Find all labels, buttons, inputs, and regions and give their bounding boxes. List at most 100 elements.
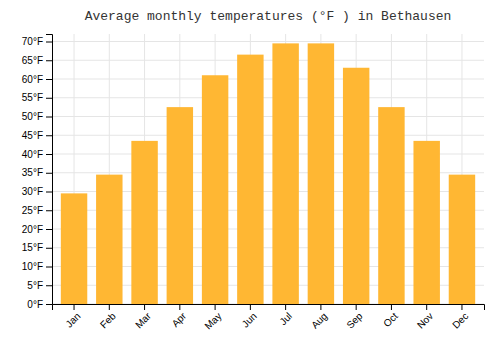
- y-tick-mark: [46, 229, 52, 230]
- x-tick-mark: [461, 304, 462, 310]
- y-tick: 5°F: [27, 280, 52, 291]
- y-tick-label: 60°F: [22, 74, 43, 85]
- x-tick-label: Jul: [277, 310, 294, 327]
- x-tick-mark: [320, 304, 321, 310]
- y-tick-mark: [46, 173, 52, 174]
- x-tick-label: Jun: [240, 310, 259, 329]
- x-tick-label: May: [202, 310, 223, 331]
- x-tick: Jul: [277, 304, 294, 327]
- x-tick-mark: [391, 304, 392, 310]
- x-tick-label: Oct: [381, 310, 400, 329]
- y-tick-mark: [46, 117, 52, 118]
- x-tick-label: Nov: [415, 310, 435, 330]
- bar: [167, 107, 193, 304]
- x-tick: Jun: [240, 304, 259, 330]
- plot: 0°F 5°F 10°F 15°F 20°F 25°F 30°F 35°F 40°F 45°F 50…: [22, 34, 485, 332]
- y-tick-label: 40°F: [22, 149, 43, 160]
- x-tick-mark: [215, 304, 216, 310]
- y-tick-mark: [46, 285, 52, 286]
- y-tick-mark: [46, 135, 52, 136]
- y-tick-mark: [46, 60, 52, 61]
- x-tick-label: Feb: [98, 310, 118, 330]
- y-tick-mark: [46, 42, 52, 43]
- y-grid-line: [52, 41, 484, 42]
- x-tick-mark: [179, 304, 180, 310]
- x-tick: Jan: [63, 304, 82, 330]
- chart: 0°F 5°F 10°F 15°F 20°F 25°F 30°F 35°F 40°F 45°F 50…: [0, 0, 500, 350]
- x-tick-mark: [250, 304, 251, 310]
- y-tick-mark: [46, 192, 52, 193]
- bar: [61, 193, 87, 304]
- bar: [96, 175, 122, 304]
- y-tick-label: 20°F: [22, 224, 43, 235]
- y-grid-line: [52, 135, 484, 136]
- y-tick: 20°F: [22, 224, 52, 235]
- x-tick-mark: [426, 304, 427, 310]
- y-tick-label: 30°F: [22, 186, 43, 197]
- y-tick: 15°F: [22, 242, 52, 253]
- x-tick-mark: [285, 304, 286, 310]
- bar: [202, 75, 228, 304]
- x-tick: Oct: [381, 304, 400, 329]
- x-axis: Jan Feb Mar Apr May Jun Jul Aug Sep Oct Nov Dec: [53, 304, 485, 332]
- x-tick: Mar: [133, 304, 153, 330]
- y-tick-label: 65°F: [22, 55, 43, 66]
- y-tick: 25°F: [22, 205, 52, 216]
- y-tick-mark: [46, 98, 52, 99]
- y-tick-mark: [46, 304, 52, 305]
- bar: [308, 43, 334, 304]
- bar: [131, 141, 157, 304]
- y-tick: 30°F: [22, 186, 52, 197]
- y-tick-label: 25°F: [22, 205, 43, 216]
- y-grid-line: [52, 79, 484, 80]
- y-tick: 60°F: [22, 74, 52, 85]
- y-tick-label: 70°F: [22, 36, 43, 47]
- x-tick-mark: [144, 304, 145, 310]
- x-tick: Sep: [344, 304, 365, 331]
- y-tick: 40°F: [22, 149, 52, 160]
- bar: [413, 141, 439, 304]
- y-tick-label: 35°F: [22, 167, 43, 178]
- y-tick: 55°F: [22, 92, 52, 103]
- bar: [272, 43, 298, 304]
- y-tick-label: 55°F: [22, 92, 43, 103]
- y-tick-mark: [46, 267, 52, 268]
- y-tick: 45°F: [22, 130, 52, 141]
- y-tick: 50°F: [22, 111, 52, 122]
- y-tick-label: 50°F: [22, 111, 43, 122]
- x-tick: Feb: [98, 304, 118, 330]
- y-grid-line: [52, 116, 484, 117]
- x-tick-label: Jan: [63, 310, 82, 329]
- y-tick-mark: [46, 210, 52, 211]
- y-axis: 0°F 5°F 10°F 15°F 20°F 25°F 30°F 35°F 40°F 45°F 50…: [22, 35, 53, 310]
- y-tick-mark: [46, 248, 52, 249]
- grid: [52, 34, 484, 304]
- bar: [343, 68, 369, 304]
- x-tick-label: Sep: [344, 310, 365, 331]
- x-tick-label: Apr: [170, 310, 189, 329]
- x-tick-mark: [356, 304, 357, 310]
- y-tick-label: 45°F: [22, 130, 43, 141]
- x-tick-label: Dec: [450, 310, 470, 330]
- x-tick: Nov: [415, 304, 435, 331]
- y-tick: 10°F: [22, 261, 52, 272]
- y-tick-label: 15°F: [22, 242, 43, 253]
- y-tick-label: 0°F: [27, 299, 43, 310]
- x-tick: May: [202, 304, 223, 332]
- bar: [378, 107, 404, 304]
- x-axis-line: [53, 305, 485, 311]
- y-tick: 0°F: [27, 299, 52, 310]
- bar: [449, 175, 475, 304]
- bars: [61, 43, 475, 304]
- y-tick: 35°F: [22, 167, 52, 178]
- y-grid-line: [52, 60, 484, 61]
- title: Average monthly temperatures (°F ) in Be…: [85, 9, 452, 24]
- y-grid-line: [52, 97, 484, 98]
- y-axis-line: [46, 35, 53, 305]
- y-tick-mark: [46, 79, 52, 80]
- x-tick-label: Aug: [309, 310, 329, 330]
- y-tick: 65°F: [22, 55, 52, 66]
- x-tick-mark: [74, 304, 75, 310]
- x-tick-label: Mar: [133, 310, 153, 330]
- x-tick-mark: [109, 304, 110, 310]
